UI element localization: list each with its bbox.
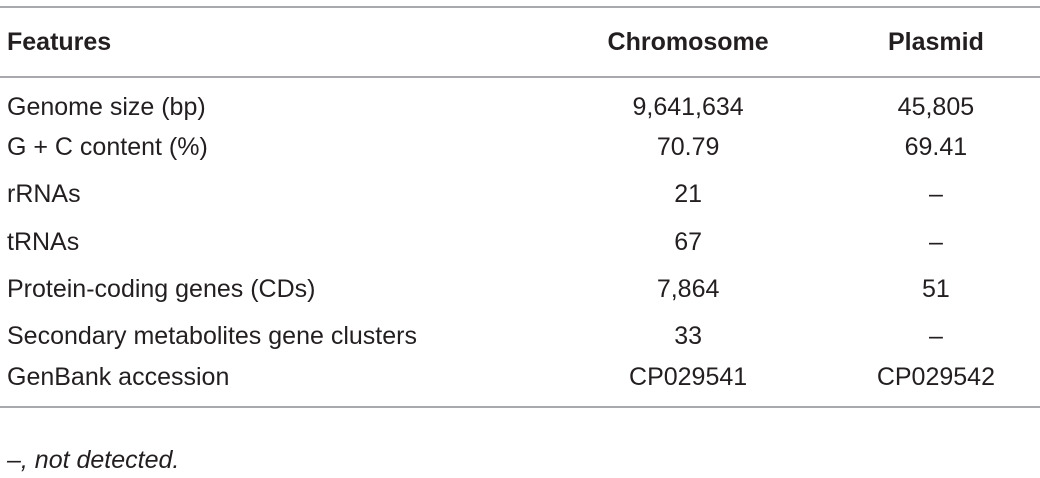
table-cell: – [928, 322, 943, 351]
table-row: Secondary metabolites gene clusters 33 – [0, 313, 1040, 360]
table-cell: Protein-coding genes (CDs) [7, 274, 316, 303]
table-cell: 21 [674, 180, 702, 209]
table-cell: 7,864 [656, 274, 720, 303]
table-row: tRNAs 67 – [0, 219, 1040, 266]
table-row: Protein-coding genes (CDs) 7,864 51 [0, 266, 1040, 313]
table-cell: 51 [922, 274, 950, 303]
footnote: –, not detected. [7, 446, 180, 474]
table-cell: 69.41 [904, 133, 968, 162]
table-row: Genome size (bp) 9,641,634 45,805 [0, 77, 1040, 124]
table-cell: – [928, 227, 943, 256]
table-cell: CP029542 [831, 360, 1040, 409]
table-cell: tRNAs [7, 227, 80, 256]
table-row: G + C content (%) 70.79 69.41 [0, 124, 1040, 171]
table-cell: CP029541 [544, 360, 832, 409]
table-cell: G + C content (%) [7, 133, 208, 162]
header-cell: Plasmid [831, 6, 1040, 78]
table-cell: Genome size (bp) [7, 92, 206, 121]
table-cell: 33 [674, 322, 702, 351]
table-cell: GenBank accession [0, 360, 545, 409]
table-cell: Secondary metabolites gene clusters [7, 322, 417, 351]
header-cell: Features [0, 6, 545, 78]
table-cell: 67 [674, 227, 702, 256]
table-row: rRNAs 21 – [0, 171, 1040, 218]
table-cell: 70.79 [656, 133, 720, 162]
table-cell: rRNAs [7, 180, 81, 209]
table-row: GenBank accession CP029541 CP029542 [0, 360, 1040, 409]
header-cell: Chromosome [544, 6, 832, 78]
table-body: Genome size (bp) 9,641,634 45,805 G + C con… [0, 77, 1040, 409]
table-cell: 9,641,634 [632, 92, 744, 121]
table-cell: 45,805 [897, 92, 975, 121]
header-row: Features Chromosome Plasmid [0, 6, 1040, 78]
table-cell: – [928, 180, 943, 209]
data-table: Features Chromosome Plasmid Genome size (b… [0, 6, 1040, 409]
